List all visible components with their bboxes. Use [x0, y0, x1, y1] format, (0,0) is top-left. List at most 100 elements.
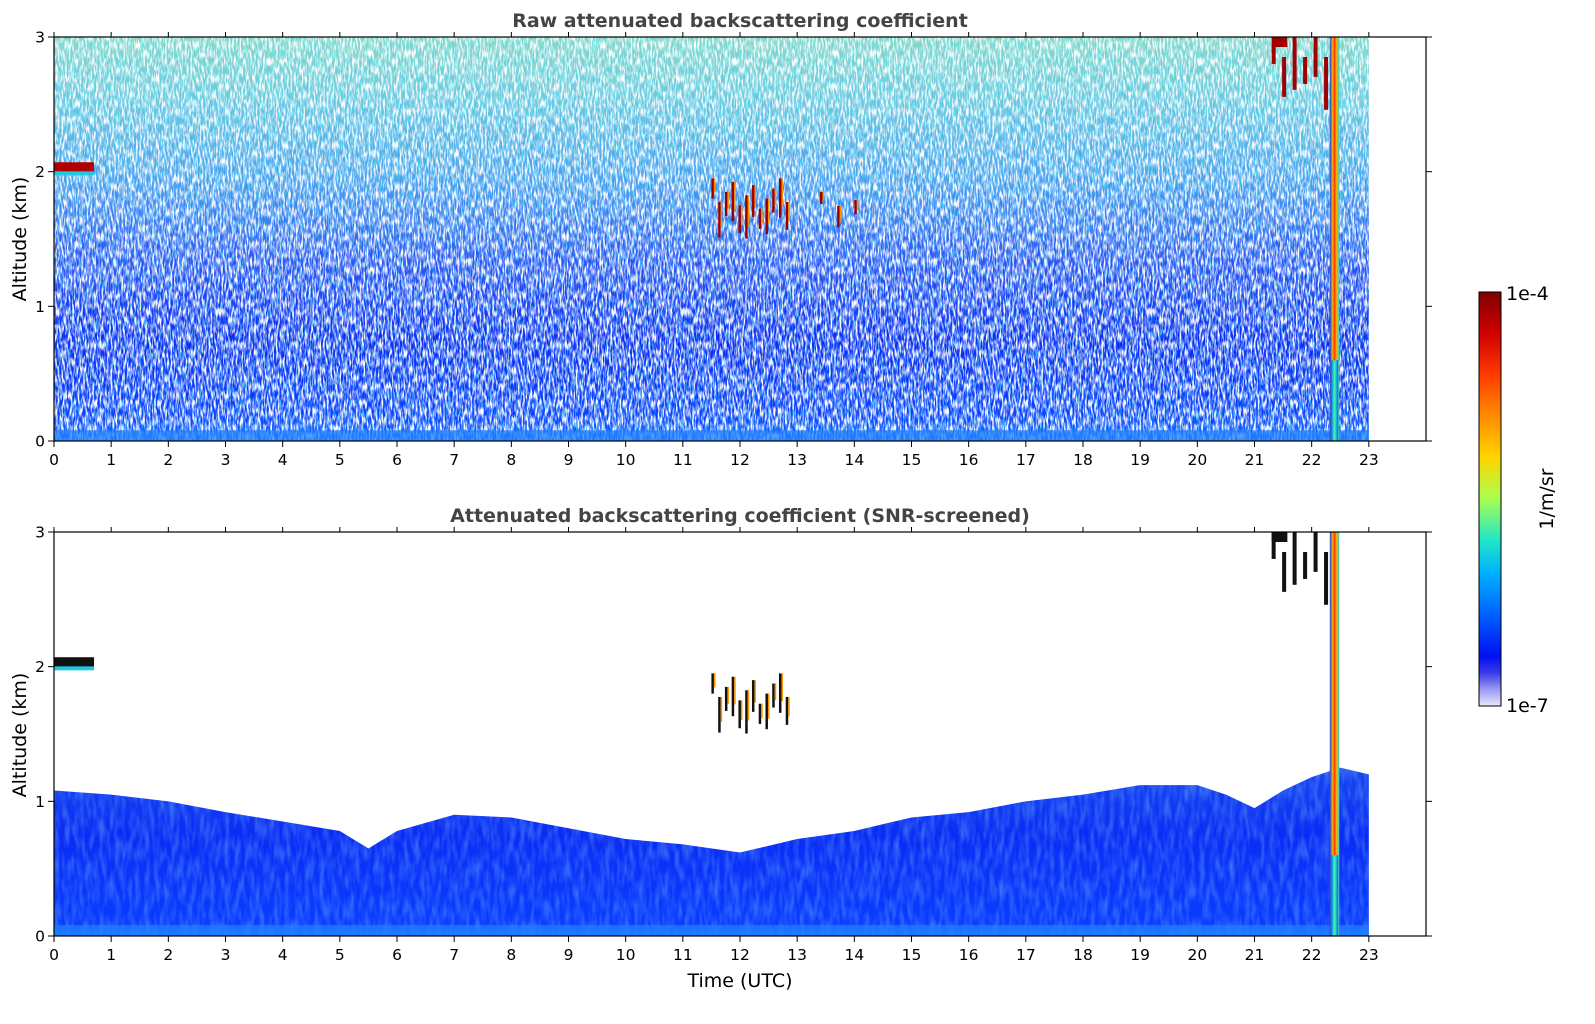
x-tick-label: 14 — [844, 451, 864, 469]
x-tick-label: 14 — [844, 946, 864, 964]
x-tick-label: 23 — [1359, 451, 1379, 469]
mid-cloud-streak-edge — [761, 703, 763, 718]
x-tick-label: 17 — [1016, 946, 1036, 964]
x-tick-label: 12 — [730, 946, 750, 964]
x-tick-label: 10 — [616, 451, 636, 469]
x-tick-label: 22 — [1302, 946, 1322, 964]
raw-surface-layer — [54, 430, 1369, 441]
x-tick-label: 20 — [1187, 451, 1207, 469]
boundary-layer-texture — [54, 767, 1369, 936]
mid-cloud-streak — [711, 673, 714, 694]
precipitation-column — [1329, 532, 1340, 936]
x-tick-label: 9 — [564, 946, 574, 964]
x-tick-label: 8 — [506, 946, 516, 964]
mid-cloud-streak — [724, 686, 728, 711]
raw-noise-white — [54, 37, 1369, 441]
top-heatmap — [54, 37, 1369, 441]
high-cloud-streak — [1324, 552, 1329, 605]
mid-cloud-streak-edge — [822, 191, 825, 201]
mid-cloud-streak — [765, 693, 768, 730]
mid-cloud-streak — [854, 199, 857, 215]
colorbar-max-label: 1e-4 — [1506, 283, 1549, 305]
high-cloud-streak — [1271, 37, 1276, 64]
mid-cloud-streak — [785, 696, 789, 725]
mid-cloud-streak — [758, 208, 762, 229]
mid-cloud-streak-edge — [754, 680, 756, 703]
bottom-y-ticks: 0 1 2 3 — [35, 524, 1432, 946]
high-cloud-streak — [1292, 532, 1297, 585]
mid-cloud-streak-edge — [788, 201, 790, 222]
mid-cloud-streak — [837, 206, 840, 228]
screened-features — [54, 532, 1340, 936]
mid-cloud-streak — [738, 700, 741, 729]
mid-cloud-streak-edge — [754, 185, 756, 208]
top-panel-title: Raw attenuated backscattering coefficien… — [512, 10, 968, 32]
mid-cloud-streak-edge — [774, 683, 777, 701]
precipitation-column — [1329, 37, 1340, 441]
x-tick-label: 0 — [49, 451, 59, 469]
high-cloud-top — [1271, 532, 1288, 542]
x-tick-label: 4 — [278, 946, 288, 964]
mid-cloud-streak-edge — [713, 178, 716, 193]
mid-cloud-streak — [778, 673, 782, 713]
high-cloud-streak — [1271, 532, 1276, 559]
x-tick-label: 18 — [1073, 451, 1093, 469]
mid-cloud-streak-edge — [734, 676, 736, 705]
precipitation-base — [1330, 855, 1339, 936]
mid-cloud-streak-edge — [781, 178, 783, 207]
mid-cloud-streak — [765, 198, 768, 235]
mid-cloud-streak — [785, 201, 789, 230]
mid-cloud-streak — [745, 195, 748, 239]
precipitation-base — [1330, 360, 1339, 441]
x-tick-label: 5 — [335, 451, 345, 469]
high-cloud-streak — [1313, 37, 1318, 77]
mid-cloud-streak — [718, 696, 721, 733]
mid-cloud-streak-edge — [788, 696, 790, 717]
bottom-panel-title: Attenuated backscattering coefficient (S… — [450, 505, 1030, 527]
mid-cloud-streak-edge — [740, 205, 743, 225]
x-tick-label: 2 — [163, 946, 173, 964]
x-tick-label: 4 — [278, 451, 288, 469]
mid-cloud-streak-edge — [774, 188, 777, 206]
mid-cloud-streak — [772, 188, 775, 213]
y-tick-label: 0 — [35, 928, 45, 946]
top-y-ticks: 0 1 2 3 — [35, 29, 1432, 451]
raw-features — [54, 37, 1340, 441]
mid-cloud-streak-edge — [720, 201, 723, 227]
low-cloud — [54, 657, 95, 670]
x-tick-label: 15 — [902, 451, 922, 469]
mid-cloud-streak-edge — [856, 199, 859, 211]
high-cloud-streak — [1303, 552, 1308, 579]
x-tick-label: 19 — [1130, 946, 1150, 964]
x-tick-label: 23 — [1359, 946, 1379, 964]
mid-cloud-streak — [751, 185, 755, 217]
x-tick-label: 16 — [959, 946, 979, 964]
mid-cloud-streak — [731, 181, 735, 222]
bottom-y-axis-label: Altitude (km) — [9, 673, 31, 798]
x-tick-label: 8 — [506, 451, 516, 469]
x-tick-label: 16 — [959, 451, 979, 469]
x-axis-label: Time (UTC) — [686, 970, 792, 992]
x-tick-label: 1 — [106, 451, 116, 469]
x-tick-label: 10 — [616, 946, 636, 964]
x-tick-label: 19 — [1130, 451, 1150, 469]
y-tick-label: 1 — [35, 298, 45, 316]
y-tick-label: 0 — [35, 433, 45, 451]
mid-cloud-streak-edge — [727, 191, 729, 209]
x-tick-label: 11 — [673, 946, 693, 964]
y-tick-label: 3 — [35, 29, 45, 47]
colorbar-unit-label: 1/m/sr — [1536, 468, 1558, 529]
x-tick-label: 3 — [221, 451, 231, 469]
colorbar-gradient — [1478, 291, 1502, 707]
high-cloud-streak — [1282, 57, 1287, 97]
mid-cloud-streak — [772, 683, 775, 708]
bottom-heatmap — [54, 532, 1369, 936]
mid-cloud-streak-edge — [727, 686, 729, 704]
mid-cloud-streak-edge — [713, 673, 716, 688]
x-tick-label: 1 — [106, 946, 116, 964]
top-x-ticks: 0 1 2 3 4 5 6 7 8 9 10 11 12 13 14 15 16 17 18 19 20 21 22 23 — [49, 32, 1379, 469]
screened-surface-layer — [54, 925, 1369, 936]
colorbar: 1e-4 1e-7 1/m/sr — [1478, 283, 1558, 717]
low-cloud — [54, 162, 95, 175]
